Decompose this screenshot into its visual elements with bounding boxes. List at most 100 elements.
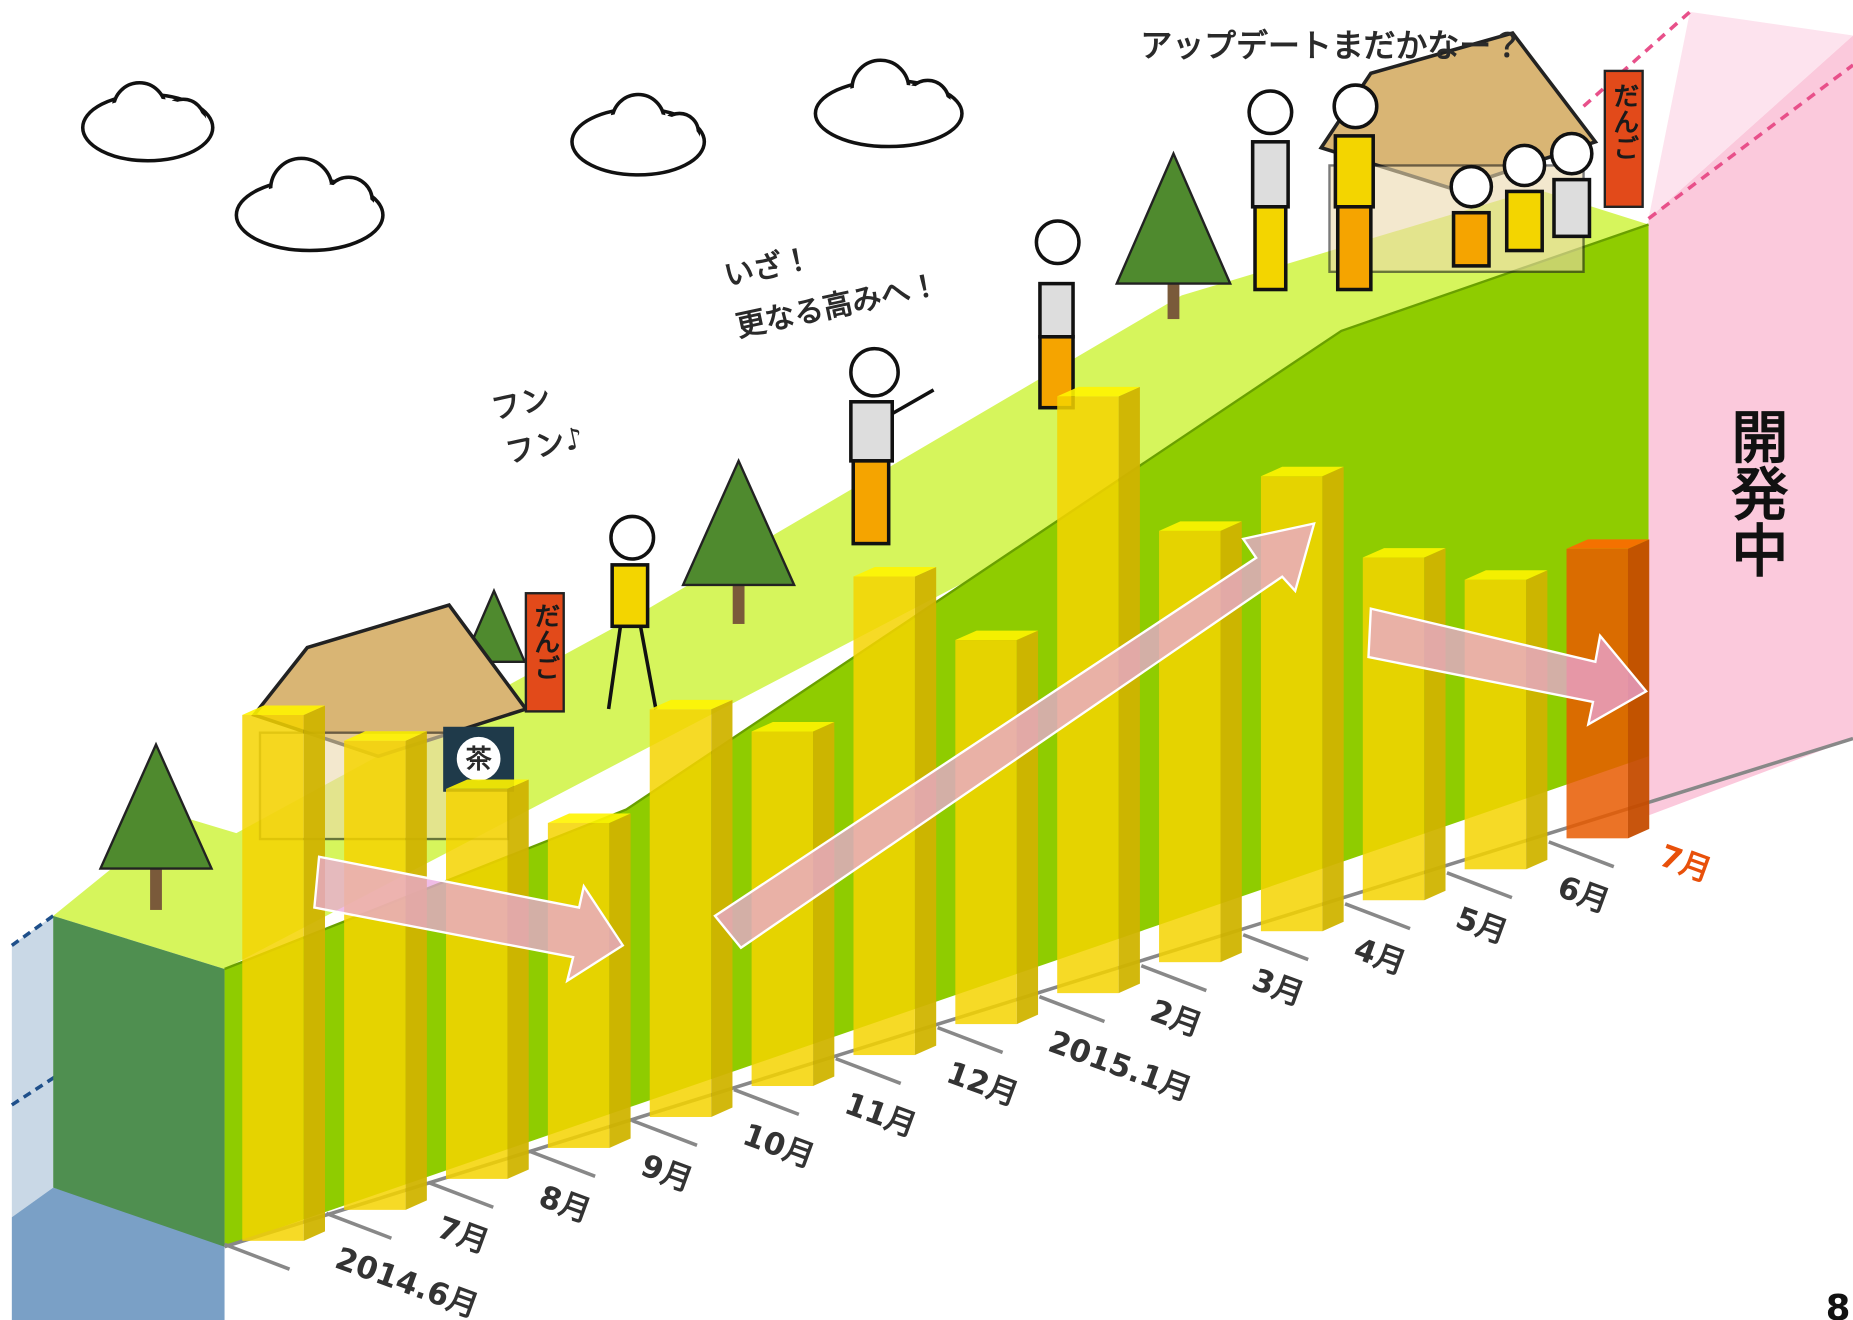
x-tick-label: 12月 <box>942 1055 1023 1114</box>
x-tick <box>835 1056 902 1086</box>
cloud <box>570 92 707 177</box>
dango-sign: だんご <box>530 603 560 681</box>
bar-side <box>507 779 529 1179</box>
left-block-low <box>11 1187 225 1320</box>
x-tick <box>733 1087 800 1117</box>
tea-sign: 茶 <box>466 745 493 775</box>
bar-top <box>955 630 1039 641</box>
bar-top <box>853 566 937 577</box>
person <box>1247 89 1294 292</box>
x-tick <box>1548 840 1615 869</box>
page-number: 8 <box>1826 1288 1851 1320</box>
bar-front <box>547 822 610 1148</box>
person <box>1034 219 1081 410</box>
x-tick <box>325 1211 393 1240</box>
bar-side <box>1526 570 1548 870</box>
cloud <box>80 80 215 163</box>
bar-top <box>242 705 325 715</box>
bar <box>649 699 733 1117</box>
x-tick-label: 11月 <box>840 1086 921 1145</box>
bar <box>547 813 631 1148</box>
bar-side <box>1016 630 1039 1025</box>
x-tick-label: 10月 <box>738 1117 819 1176</box>
speech: フン♪ <box>503 421 587 471</box>
person <box>1332 83 1379 292</box>
speech: フン <box>488 381 553 427</box>
bar-front <box>344 740 406 1210</box>
x-tick <box>223 1242 291 1271</box>
x-tick-label: 2月 <box>1145 993 1206 1045</box>
person <box>606 514 658 710</box>
tree <box>681 457 796 624</box>
bar <box>1464 570 1548 870</box>
person <box>849 346 935 546</box>
x-tick <box>936 1025 1004 1055</box>
speech: アップデートまだかなー？ <box>1140 27 1523 65</box>
x-tick <box>631 1118 698 1147</box>
bar <box>242 705 325 1241</box>
clouds <box>80 58 964 253</box>
bar-side <box>813 722 835 1087</box>
arrow <box>713 521 1316 950</box>
person <box>1549 131 1594 239</box>
bar-top <box>1362 548 1446 558</box>
bar-side <box>711 699 733 1117</box>
bar <box>1362 548 1446 901</box>
bar-top <box>1566 539 1650 549</box>
x-tick-label: 7月 <box>432 1210 493 1262</box>
x-tick <box>1446 871 1513 900</box>
person <box>1502 143 1547 253</box>
dango-sign: だんご <box>1609 83 1639 161</box>
x-tick <box>427 1180 494 1209</box>
x-tick-label: 8月 <box>534 1179 595 1231</box>
bar-top <box>751 722 835 732</box>
bar <box>446 779 529 1179</box>
x-tick-label: 3月 <box>1247 962 1308 1014</box>
cloud <box>813 58 964 149</box>
x-tick <box>1242 933 1309 962</box>
bar-front <box>446 788 508 1179</box>
people <box>606 83 1594 710</box>
bar <box>344 731 427 1210</box>
x-tick-label: 9月 <box>636 1148 697 1200</box>
tree <box>1114 150 1233 320</box>
bar-front <box>649 709 712 1117</box>
bar-top <box>1464 570 1548 580</box>
person <box>1449 164 1494 268</box>
x-tick <box>529 1149 596 1178</box>
bar-front <box>955 640 1017 1025</box>
dash-line <box>1582 10 1692 108</box>
cloud <box>234 156 385 253</box>
speech: いざ！ <box>721 241 815 293</box>
bar-top <box>547 813 631 823</box>
arrow <box>313 855 625 984</box>
dev-block <box>1648 35 1853 816</box>
bar-side <box>1424 548 1446 901</box>
bar-side <box>1322 466 1344 932</box>
arrows <box>313 521 1648 984</box>
bar-top <box>446 779 529 789</box>
x-tick-label: 6月 <box>1553 869 1614 921</box>
bar-top <box>1057 386 1140 397</box>
bar-side <box>1220 521 1242 963</box>
bar-side <box>303 705 325 1241</box>
bar-front <box>242 714 304 1241</box>
dev-block-top <box>1648 11 1853 219</box>
bar-top <box>649 699 733 710</box>
x-tick <box>1344 902 1411 931</box>
dev-label: 開発中 <box>1722 408 1788 578</box>
bar-top <box>1159 521 1242 531</box>
bar-side <box>609 813 631 1148</box>
arrow <box>1367 607 1648 727</box>
x-tick-label: 5月 <box>1451 900 1512 952</box>
x-tick-label: 4月 <box>1349 931 1410 983</box>
bar-top <box>1260 466 1344 477</box>
bar-side <box>405 731 427 1210</box>
left-block <box>11 915 54 1218</box>
x-tick <box>1140 964 1207 993</box>
x-tick <box>1038 995 1106 1024</box>
tree <box>98 741 214 910</box>
bar <box>955 630 1039 1025</box>
